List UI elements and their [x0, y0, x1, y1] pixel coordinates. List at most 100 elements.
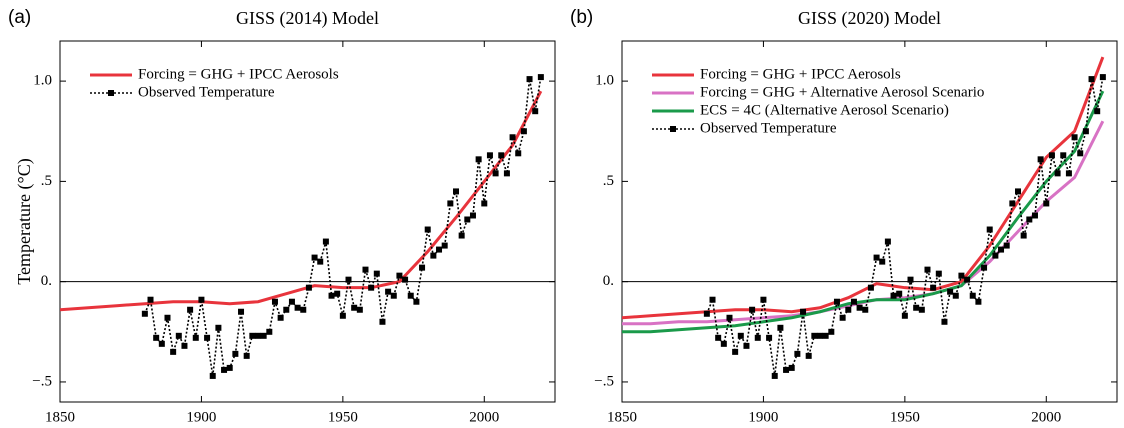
- y-tick-label: −.5: [594, 373, 614, 389]
- data-point: [1020, 232, 1027, 239]
- data-point: [879, 258, 886, 265]
- data-point: [243, 352, 250, 359]
- y-tick-label: −.5: [32, 373, 52, 389]
- data-point: [339, 312, 346, 319]
- y-axis-label: Temperature (°C): [14, 158, 35, 284]
- y-tick-label: 0.: [603, 273, 614, 289]
- data-point: [475, 156, 482, 163]
- data-point: [839, 314, 846, 321]
- data-point: [271, 298, 278, 305]
- data-point: [975, 298, 982, 305]
- data-point: [396, 272, 403, 279]
- series-line: [622, 90, 1105, 334]
- data-point: [737, 332, 744, 339]
- data-point: [1094, 108, 1101, 115]
- data-point: [981, 264, 988, 271]
- data-point: [368, 284, 375, 291]
- data-point: [720, 340, 727, 347]
- data-point: [532, 108, 539, 115]
- data-point: [181, 342, 188, 349]
- data-point: [424, 226, 431, 233]
- x-tick-label: 1900: [748, 409, 778, 425]
- panel-label: (a): [8, 7, 31, 28]
- data-point: [896, 290, 903, 297]
- data-point: [492, 170, 499, 177]
- data-point: [238, 308, 245, 315]
- data-point: [918, 306, 925, 313]
- data-point: [407, 292, 414, 299]
- data-point: [958, 272, 965, 279]
- data-point: [198, 296, 205, 303]
- legend-label: Forcing = GHG + IPCC Aerosols: [138, 66, 339, 82]
- data-point: [964, 276, 971, 283]
- data-point: [419, 264, 426, 271]
- data-point: [867, 284, 874, 291]
- y-tick-label: .5: [603, 173, 614, 189]
- data-point: [783, 366, 790, 373]
- data-point: [749, 306, 756, 313]
- data-point: [141, 310, 148, 317]
- data-point: [930, 284, 937, 291]
- data-point: [811, 332, 818, 339]
- data-point: [413, 298, 420, 305]
- data-point: [226, 364, 233, 371]
- data-point: [345, 276, 352, 283]
- data-point: [402, 276, 409, 283]
- data-point: [453, 188, 459, 195]
- data-point: [856, 304, 863, 311]
- data-point: [1003, 242, 1010, 249]
- y-tick-label: 0.: [41, 273, 52, 289]
- data-point: [469, 212, 476, 219]
- data-point: [187, 306, 194, 313]
- series-line: [622, 56, 1105, 320]
- data-point: [884, 238, 891, 245]
- data-point: [952, 292, 959, 299]
- data-point: [732, 348, 739, 355]
- x-tick-label: 1950: [890, 409, 920, 425]
- series-line: [622, 120, 1105, 326]
- data-point: [1048, 152, 1055, 159]
- data-point: [1015, 188, 1021, 195]
- legend-label: Observed Temperature: [138, 84, 275, 100]
- data-point: [288, 298, 295, 305]
- data-point: [481, 200, 488, 207]
- data-point: [1043, 200, 1050, 207]
- data-point: [833, 298, 840, 305]
- data-point: [1071, 134, 1078, 141]
- data-point: [800, 308, 807, 315]
- data-point: [788, 364, 795, 371]
- data-point: [1054, 170, 1061, 177]
- data-point: [828, 328, 835, 335]
- data-point: [1082, 128, 1089, 135]
- legend-label: Forcing = GHG + Alternative Aerosol Scen…: [700, 84, 984, 100]
- data-point: [277, 314, 284, 321]
- x-tick-label: 1850: [607, 409, 637, 425]
- data-point: [390, 292, 397, 299]
- data-point: [1031, 212, 1038, 219]
- data-point: [805, 352, 812, 359]
- data-point: [924, 266, 931, 273]
- data-point: [992, 252, 999, 259]
- data-point: [794, 350, 801, 357]
- data-point: [862, 306, 869, 313]
- data-point: [209, 372, 216, 379]
- data-point: [515, 150, 522, 157]
- data-point: [385, 288, 392, 295]
- data-point: [817, 332, 823, 339]
- data-point: [221, 366, 228, 373]
- data-point: [300, 306, 307, 313]
- data-point: [260, 332, 267, 339]
- data-point: [322, 238, 329, 245]
- plot-frame: [59, 40, 556, 403]
- y-tick-label: 1.0: [595, 73, 614, 89]
- data-point: [822, 332, 829, 339]
- legend-label: Forcing = GHG + IPCC Aerosols: [700, 66, 901, 82]
- data-point: [754, 334, 761, 341]
- data-point: [147, 296, 154, 303]
- data-point: [153, 334, 160, 341]
- x-tick-label: 1850: [45, 409, 75, 425]
- data-point: [1077, 150, 1084, 157]
- data-point: [1065, 170, 1072, 177]
- data-point: [986, 226, 993, 233]
- legend-marker: [108, 90, 114, 96]
